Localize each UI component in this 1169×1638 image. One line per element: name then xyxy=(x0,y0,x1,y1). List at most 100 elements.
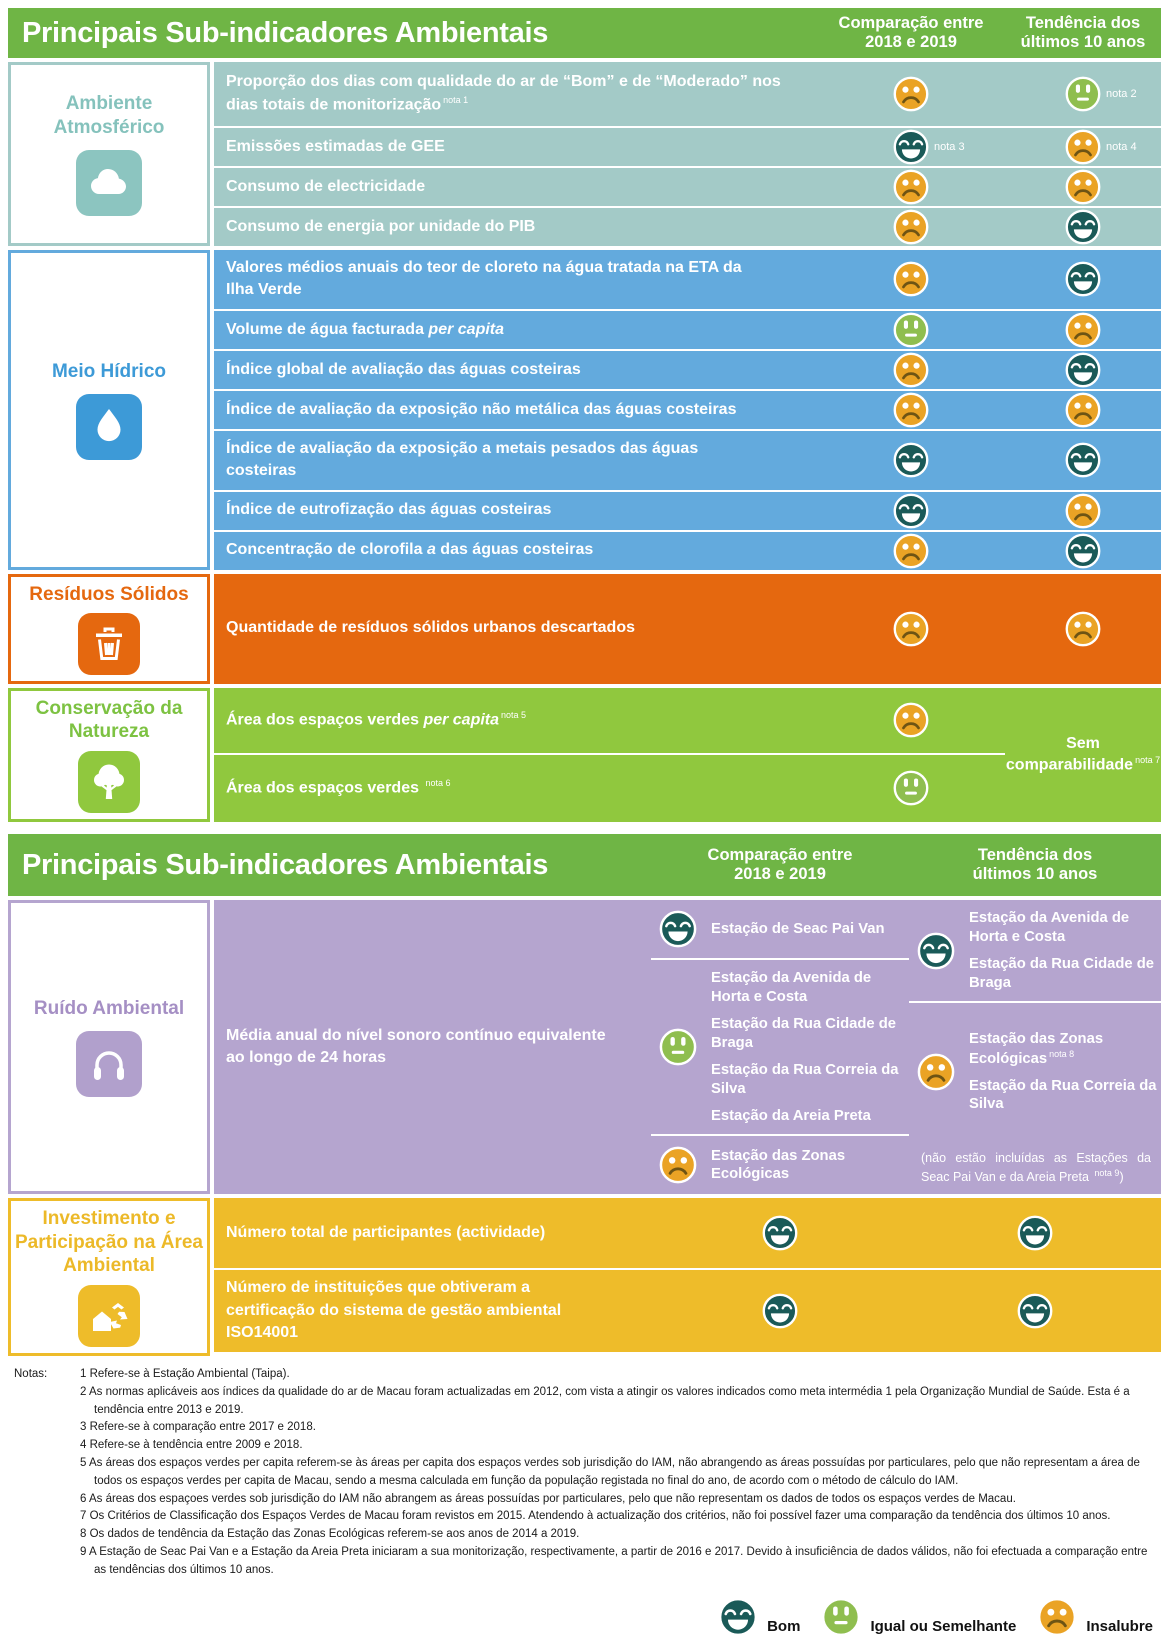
column-header-line: Comparação entre xyxy=(707,845,853,864)
footnote-text: As áreas dos espaçoes verdes sob jurisdi… xyxy=(88,1492,1016,1505)
column-header-line: Comparação entre xyxy=(838,13,984,32)
indicator-label: Consumo de electricidade xyxy=(214,169,817,205)
page-title: Principais Sub-indicadores Ambientais xyxy=(22,848,549,881)
trend-cell xyxy=(1005,391,1161,429)
water-drop-icon xyxy=(76,393,142,460)
bom-face-icon xyxy=(1016,1214,1054,1252)
no-comparability-cell: Sem comparabilidade nota 7 xyxy=(1005,688,1161,822)
insalubre-face-icon xyxy=(1064,492,1102,530)
indicator-label: Valores médios anuais do teor de cloreto… xyxy=(214,250,774,309)
indicator-label: Número total de participantes (actividad… xyxy=(214,1215,651,1251)
section-rows: Valores médios anuais do teor de cloreto… xyxy=(214,250,1161,570)
insalubre-face-icon xyxy=(892,208,930,246)
face-note-label: nota 2 xyxy=(1106,88,1137,100)
table-row: Índice de avaliação da exposição não met… xyxy=(214,390,1161,429)
insalubre-face-icon xyxy=(892,75,930,113)
footnote-number: 1 xyxy=(80,1367,87,1380)
table-row: Volume de água facturada per capita xyxy=(214,310,1161,349)
column-header-comparison: Comparação entre 2018 e 2019 xyxy=(817,14,1005,53)
trend-cell xyxy=(1005,492,1161,530)
station-label: Estação das Zonas Ecológicas nota 8 xyxy=(969,1030,1157,1068)
indicator-text: das águas costeiras xyxy=(435,541,594,559)
comparison-cell xyxy=(817,168,1005,206)
comparison-cell xyxy=(817,391,1005,429)
legend-item: Insalubre xyxy=(1036,1596,1153,1638)
station-group: Estação das Zonas Ecológicas nota 8 Estaç… xyxy=(909,1001,1161,1141)
indicator-text: Proporção dos dias com qualidade do ar d… xyxy=(226,73,781,114)
insalubre-face-icon xyxy=(1064,391,1102,429)
footnote-text: Os dados de tendência da Estação das Zon… xyxy=(89,1528,580,1541)
indicator-text: Índice de avaliação da exposição a metai… xyxy=(226,439,699,480)
station-label: Estação da Rua Cidade de Braga xyxy=(711,1016,897,1051)
note-ref: nota 1 xyxy=(443,94,469,105)
indicator-text: Consumo de energia por unidade do PIB xyxy=(226,217,536,235)
note-text: ) xyxy=(1119,1170,1124,1185)
bom-face-icon xyxy=(1064,441,1102,479)
no-comparability-text: Sem xyxy=(1066,734,1100,752)
infographic-page: Principais Sub-indicadores Ambientais Co… xyxy=(8,8,1161,1636)
nature-grid: Área dos espaços verdes per capita nota 5… xyxy=(214,687,1161,823)
section-label-cell: Resíduos Sólidos xyxy=(8,573,210,684)
table-row: Consumo de electricidade xyxy=(214,168,1161,206)
indicator-label: Área dos espaços verdes nota 6 xyxy=(214,755,817,822)
indicator-text: Índice de avaliação da exposição não met… xyxy=(226,400,737,418)
indicator-text: Valores médios anuais do teor de cloreto… xyxy=(226,259,742,299)
footnote: 5 As áreas dos espaços verdes per capita… xyxy=(80,1455,1157,1491)
section-label-cell: Meio Hídrico xyxy=(8,250,210,570)
legend-label: Bom xyxy=(767,1617,801,1635)
bom-face-icon xyxy=(1016,1292,1054,1330)
comparison-cell xyxy=(651,1270,909,1351)
section-rows: Quantidade de resíduos sólidos urbanos d… xyxy=(214,573,1161,684)
station-label: Estação da Rua Cidade de Braga xyxy=(969,956,1155,991)
column-header-line: Tendência dos xyxy=(977,845,1093,864)
section-label: Meio Hídrico xyxy=(51,360,166,382)
recycle-house-icon xyxy=(78,1284,140,1347)
column-header-line: 2018 e 2019 xyxy=(734,865,826,884)
insalubre-face-icon xyxy=(1064,311,1102,349)
indicator-label: Índice de avaliação da exposição não met… xyxy=(214,392,817,428)
insalubre-face-icon xyxy=(892,260,930,298)
table-row: Concentração de clorofila a das águas co… xyxy=(214,531,1161,570)
comparison-cell xyxy=(817,431,1005,490)
footnote-text: Refere-se à tendência entre 2009 e 2018. xyxy=(89,1439,303,1452)
trend-cell xyxy=(1005,208,1161,246)
comparison-cell xyxy=(817,492,1005,530)
insalubre-face-icon xyxy=(892,391,930,429)
column-header-line: últimos 10 anos xyxy=(1020,33,1146,51)
table2-header: Principais Sub-indicadores Ambientais Co… xyxy=(8,834,1161,897)
station-label: Estação da Avenida de Horta e Costa xyxy=(711,970,872,1005)
note-ref: nota 8 xyxy=(1049,1048,1075,1059)
footnote-number: 2 xyxy=(80,1385,87,1398)
indicator-label: Índice global de avaliação das águas cos… xyxy=(214,352,817,388)
section-waste: Resíduos Sólidos Quantidade de resíduos … xyxy=(8,573,1161,684)
footnote: 8 Os dados de tendência da Estação das Z… xyxy=(80,1526,1157,1544)
section-investment: Investimento e Participação na Área Ambi… xyxy=(8,1198,1161,1356)
section-label-cell: Investimento e Participação na Área Ambi… xyxy=(8,1198,210,1356)
indicator-label: Concentração de clorofila a das águas co… xyxy=(214,532,817,568)
trend-cell xyxy=(909,1270,1161,1351)
indicator-label: Emissões estimadas de GEE xyxy=(214,129,817,165)
section-rows: Proporção dos dias com qualidade do ar d… xyxy=(214,62,1161,246)
footnote-text: As áreas dos espaços verdes per capita r… xyxy=(88,1457,1140,1487)
column-header-trend: Tendência dos últimos 10 anos xyxy=(909,846,1161,885)
table-row: Emissões estimadas de GEE nota 3 nota 4 xyxy=(214,128,1161,166)
bom-face-icon xyxy=(1064,208,1102,246)
bom-face-icon xyxy=(717,1596,759,1638)
indicator-text: Quantidade de resíduos sólidos urbanos d… xyxy=(226,619,635,637)
insalubre-face-icon xyxy=(1064,610,1102,648)
indicator-text: Consumo de electricidade xyxy=(226,177,426,195)
trend-cell: nota 4 xyxy=(1005,128,1161,166)
bom-face-icon xyxy=(1064,351,1102,389)
indicator-text: Número total de participantes (actividad… xyxy=(226,1224,546,1242)
bom-face-icon xyxy=(916,931,956,971)
section-label-cell: Ambiente Atmosférico xyxy=(8,62,210,246)
indicator-text: Índice de eutrofização das águas costeir… xyxy=(226,501,552,519)
legend-label: Insalubre xyxy=(1086,1617,1153,1635)
trend-cell: nota 2 xyxy=(1005,62,1161,126)
indicator-text-italic: per capita xyxy=(428,320,505,338)
footnote: 6 As áreas dos espaçoes verdes sob juris… xyxy=(80,1491,1157,1509)
table-row: Consumo de energia por unidade do PIB xyxy=(214,208,1161,246)
column-header-line: 2018 e 2019 xyxy=(865,33,957,51)
table-row: Quantidade de resíduos sólidos urbanos d… xyxy=(214,573,1161,684)
table-row: Número total de participantes (actividad… xyxy=(214,1198,1161,1269)
